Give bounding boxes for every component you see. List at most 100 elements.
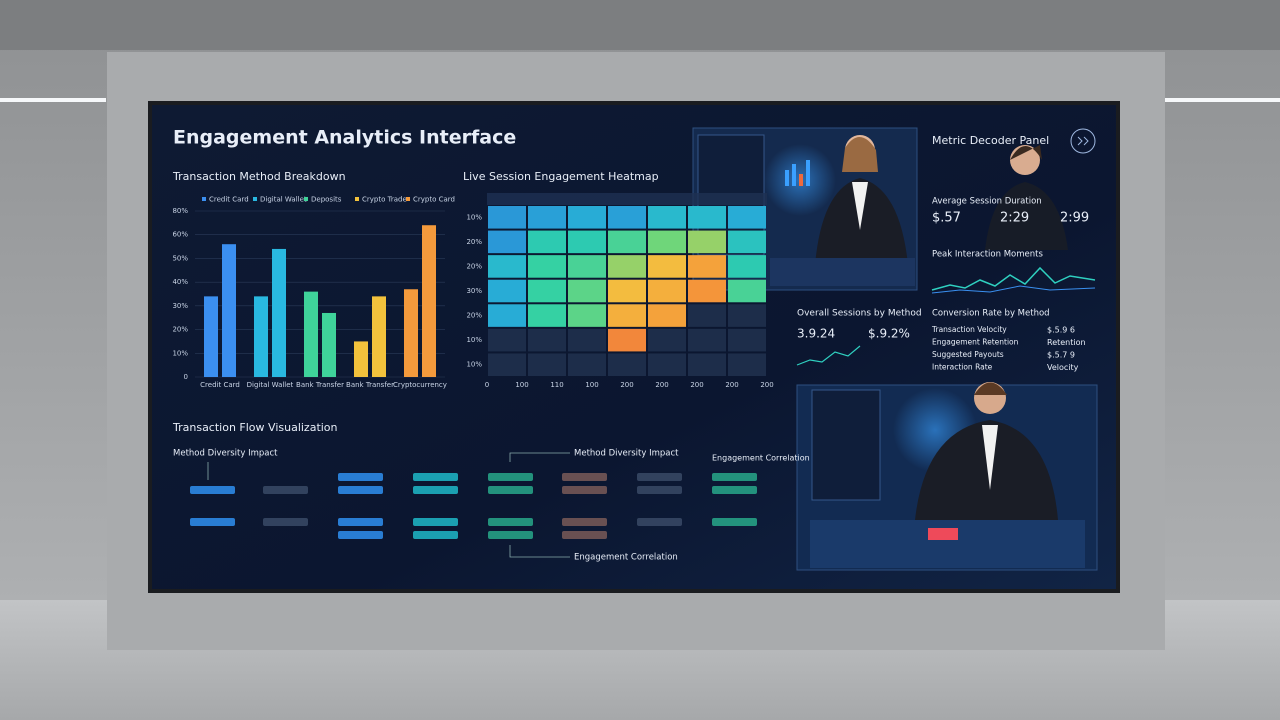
conversion-item: Transaction Velocity <box>931 325 1007 334</box>
heatmap-cell <box>688 230 726 254</box>
metric-value: 2:99 <box>1060 211 1089 226</box>
bar <box>204 296 218 377</box>
flow-node <box>413 486 458 494</box>
chart-title: Transaction Method Breakdown <box>172 170 346 183</box>
heatmap-cell <box>608 255 646 278</box>
decoration <box>810 520 1085 568</box>
y-tick-label: 10% <box>172 349 188 357</box>
heatmap-cell <box>528 304 566 327</box>
nav-icon <box>1077 136 1089 146</box>
metric-label: Conversion Rate by Method <box>932 309 1050 319</box>
agent-video-right <box>985 145 1068 250</box>
y-tick-label: 0 <box>184 373 188 381</box>
heatmap-cell <box>488 279 526 303</box>
heatmap-cell <box>728 255 766 278</box>
dashboard-title: Engagement Analytics Interface <box>173 127 516 149</box>
heatmap-cell <box>608 328 646 352</box>
flow-node <box>263 486 308 494</box>
heatmap-cell <box>528 255 566 278</box>
flow-node <box>637 486 682 494</box>
x-tick-label: Cryptocurrency <box>393 381 447 389</box>
flow-label: Method Diversity Impact <box>574 449 679 459</box>
heatmap-cell <box>528 230 566 254</box>
ceiling-light <box>0 98 106 102</box>
x-tick-label: 100 <box>585 381 598 389</box>
heatmap-cell <box>648 230 686 254</box>
row-label: 30% <box>466 287 482 295</box>
nav-button[interactable] <box>1070 128 1096 154</box>
x-tick-label: Digital Wallet <box>247 381 294 389</box>
flow-node <box>488 518 533 526</box>
flow-node <box>338 486 383 494</box>
flow-node <box>712 518 757 526</box>
bar <box>272 248 286 377</box>
y-tick-label: 20% <box>172 326 188 334</box>
heatmap-cell <box>568 230 606 254</box>
y-tick-label: 60% <box>172 231 188 239</box>
section-title: Transaction Flow Visualization <box>172 421 338 434</box>
ceiling <box>0 0 1280 50</box>
heatmap-cell <box>528 206 566 229</box>
heatmap-cell <box>608 230 646 254</box>
heatmap-empty-cell <box>688 353 726 376</box>
flow-node <box>413 531 458 539</box>
heatmap-header <box>487 193 767 205</box>
row-label: 20% <box>466 312 482 320</box>
x-tick-label: Credit Card <box>200 381 240 389</box>
metric-label: Peak Interaction Moments <box>932 250 1043 260</box>
heatmap-empty-cell <box>728 328 766 352</box>
bar <box>322 312 336 377</box>
metric-value: $.57 <box>932 211 961 226</box>
agent-video-bottom <box>796 382 1098 571</box>
y-tick-label: 40% <box>172 278 188 286</box>
legend-label: Deposits <box>311 196 342 204</box>
flow-nodes <box>190 473 757 539</box>
flow-node <box>712 486 757 494</box>
heatmap-cell <box>648 279 686 303</box>
decoration <box>792 164 796 186</box>
decoration <box>770 258 915 286</box>
heatmap-cell <box>648 206 686 229</box>
legend-label: Digital Wallet <box>260 196 307 204</box>
heatmap-empty-cell <box>488 353 526 376</box>
row-label: 20% <box>466 238 482 246</box>
heatmap-empty-cell <box>688 304 726 327</box>
decoration <box>799 174 803 186</box>
y-tick-label: 30% <box>172 302 188 310</box>
x-tick-label: 0 <box>485 381 489 389</box>
decoration <box>806 160 810 186</box>
flow-label: Method Diversity Impact <box>173 449 278 459</box>
heatmap-cell <box>568 255 606 278</box>
heatmap-empty-cell <box>568 328 606 352</box>
flow-node <box>562 531 607 539</box>
bar <box>304 291 318 377</box>
flow-node <box>712 473 757 481</box>
flow-node <box>190 518 235 526</box>
x-tick-label: 110 <box>550 381 563 389</box>
heatmap-cell <box>488 206 526 229</box>
flow-connector <box>207 452 570 558</box>
metric-value: 2:29 <box>1000 211 1029 226</box>
metric-label: Overall Sessions by Method <box>797 309 922 319</box>
flow-node <box>637 518 682 526</box>
conversion-item: Interaction Rate <box>932 363 993 372</box>
agent-video-top <box>692 127 918 291</box>
bar <box>254 296 268 377</box>
heatmap-cell <box>568 304 606 327</box>
decoration <box>811 389 881 501</box>
panel-title: Metric Decoder Panel <box>932 134 1049 147</box>
heatmap-empty-cell <box>528 328 566 352</box>
bar <box>404 289 418 377</box>
heatmap-empty-cell <box>688 328 726 352</box>
sparkline <box>796 345 861 366</box>
y-tick-label: 50% <box>172 254 188 262</box>
heatmap-cell <box>688 279 726 303</box>
flow-node <box>338 531 383 539</box>
flow-node <box>488 473 533 481</box>
bar <box>372 296 386 377</box>
flow-node <box>338 518 383 526</box>
x-tick-label: 200 <box>620 381 633 389</box>
conversion-value: Retention <box>1047 338 1086 347</box>
heatmap-cell <box>648 304 686 327</box>
